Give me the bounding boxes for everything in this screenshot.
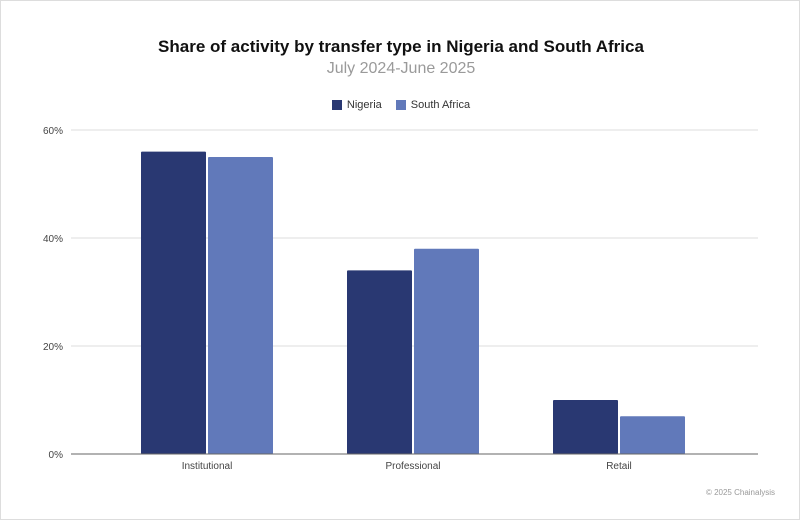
legend-swatch-nigeria [331, 100, 342, 110]
y-tick-label: 40% [43, 234, 63, 245]
x-tick-label: Institutional [182, 461, 233, 472]
legend-label: South Africa [410, 99, 471, 111]
bar-nigeria [347, 270, 412, 454]
legend: Nigeria South Africa [1, 99, 800, 111]
bar-south-africa [620, 416, 685, 454]
legend-item-nigeria: Nigeria [331, 99, 382, 111]
legend-swatch-south-africa [395, 100, 406, 110]
chart-subtitle: July 2024-June 2025 [326, 60, 476, 77]
y-tick-label: 60% [43, 126, 63, 137]
legend-item-south-africa: South Africa [395, 99, 471, 111]
bar-south-africa [208, 157, 273, 454]
bar-nigeria [553, 400, 618, 454]
copyright: © 2025 Chainalysis [705, 488, 775, 497]
chart-title: Share of activity by transfer type in Ni… [158, 37, 644, 56]
legend-label: Nigeria [346, 99, 382, 111]
x-tick-label: Professional [385, 461, 440, 472]
x-tick-label: Retail [606, 461, 632, 472]
y-tick-label: 20% [43, 342, 63, 353]
bar-nigeria [141, 151, 206, 454]
y-tick-label: 0% [49, 450, 64, 461]
bar-south-africa [414, 248, 479, 454]
